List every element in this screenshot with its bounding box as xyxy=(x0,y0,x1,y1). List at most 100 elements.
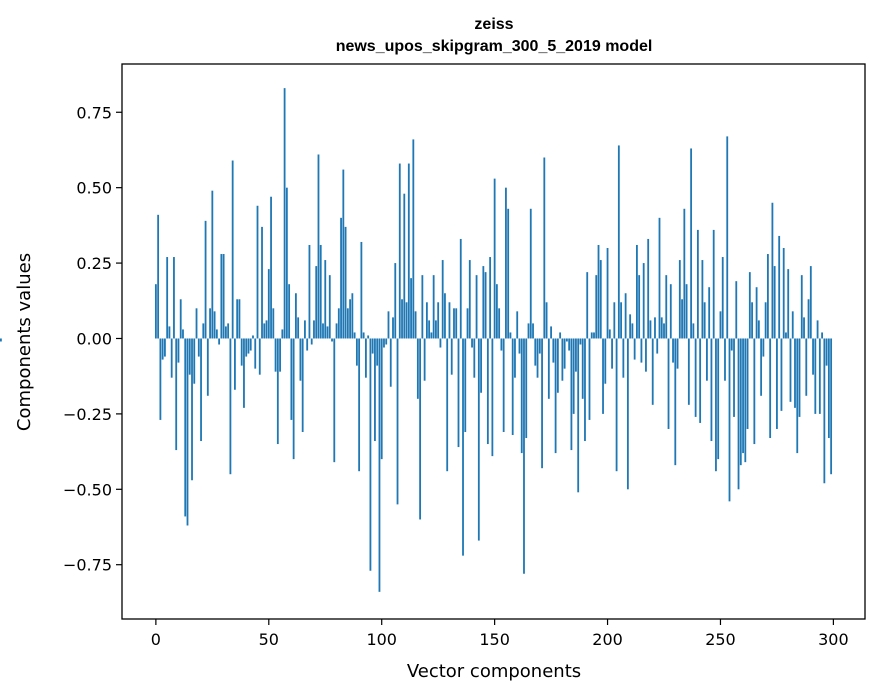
bar-190 xyxy=(584,338,586,442)
bar-208 xyxy=(624,293,627,339)
bar-40 xyxy=(245,338,248,357)
bar-219 xyxy=(649,320,652,339)
bar-30 xyxy=(222,254,225,339)
bar-275 xyxy=(776,338,778,429)
bar-299 xyxy=(830,338,833,475)
bar-177 xyxy=(554,338,557,454)
bar-180 xyxy=(561,338,564,381)
bar-198 xyxy=(602,338,604,414)
bar-233 xyxy=(681,299,683,339)
bar-265 xyxy=(753,338,756,445)
bar-19 xyxy=(197,338,200,357)
bar-266 xyxy=(755,287,758,339)
bar-82 xyxy=(340,217,342,339)
bar-58 xyxy=(285,187,288,339)
bar-125 xyxy=(437,302,440,339)
bar-121 xyxy=(428,320,431,339)
bar-84 xyxy=(344,226,347,339)
x-tick-label: 100 xyxy=(366,630,397,649)
bar-271 xyxy=(766,254,769,339)
bar-158 xyxy=(511,338,514,435)
bar-185 xyxy=(572,338,575,414)
bar-216 xyxy=(642,263,645,339)
bar-165 xyxy=(527,323,530,339)
bar-281 xyxy=(789,338,792,402)
bar-110 xyxy=(403,193,406,339)
bar-87 xyxy=(351,293,354,339)
chart-title: zeiss xyxy=(474,16,513,33)
bar-15 xyxy=(188,338,191,375)
y-tick-label: −0.50 xyxy=(63,480,112,499)
bar-297 xyxy=(825,338,828,366)
bar-25 xyxy=(211,190,214,339)
bar-7 xyxy=(170,338,173,378)
bar-218 xyxy=(647,238,650,339)
bar-69 xyxy=(310,338,313,345)
bar-204 xyxy=(615,338,618,472)
bar-101 xyxy=(383,338,385,348)
bar-232 xyxy=(678,260,681,339)
bar-247 xyxy=(712,229,715,339)
bar-76 xyxy=(326,326,329,339)
bar-162 xyxy=(520,338,523,454)
bar-62 xyxy=(294,293,297,339)
bar-147 xyxy=(486,338,489,445)
bar-292 xyxy=(814,338,817,414)
bar-174 xyxy=(547,338,550,399)
bar-262 xyxy=(746,338,749,429)
bar-2 xyxy=(159,338,162,420)
bar-64 xyxy=(299,338,302,381)
bar-239 xyxy=(694,338,697,417)
bar-259 xyxy=(739,338,742,466)
bar-129 xyxy=(446,338,449,472)
bar-130 xyxy=(448,302,451,339)
bar-105 xyxy=(392,317,394,339)
bar-286 xyxy=(800,275,803,339)
bar-161 xyxy=(518,338,521,354)
bar-243 xyxy=(703,302,706,339)
bar-224 xyxy=(660,317,663,339)
bar-196 xyxy=(597,244,600,339)
bar-46 xyxy=(258,338,261,375)
bar-236 xyxy=(687,338,690,405)
bar-191 xyxy=(586,272,589,339)
bar-199 xyxy=(604,338,607,384)
y-tick-label: 0.00 xyxy=(76,329,112,348)
bar-152 xyxy=(498,308,501,339)
bar-79 xyxy=(333,338,336,463)
bar-172 xyxy=(543,157,546,339)
bar-231 xyxy=(676,338,679,369)
bar-13 xyxy=(184,338,187,517)
bar-166 xyxy=(529,208,532,339)
bar-260 xyxy=(742,338,744,454)
bar-37 xyxy=(238,299,241,339)
bar-207 xyxy=(622,338,625,378)
bar-263 xyxy=(748,272,751,339)
bar-154 xyxy=(502,338,505,432)
bar-285 xyxy=(798,338,801,417)
bar-205 xyxy=(617,145,620,339)
bar-17 xyxy=(193,338,196,384)
x-tick-label: 0 xyxy=(151,630,161,649)
bar-203 xyxy=(613,302,616,339)
bar-276 xyxy=(778,235,781,339)
bar-169 xyxy=(536,338,539,378)
bar-0 xyxy=(154,284,157,339)
bar-253 xyxy=(726,136,729,339)
bar-133 xyxy=(455,308,458,339)
bar-73 xyxy=(319,244,322,339)
bar-202 xyxy=(611,338,613,369)
bar-287 xyxy=(803,317,805,339)
bar-93 xyxy=(365,338,367,378)
bar-296 xyxy=(823,338,826,484)
bar-102 xyxy=(385,338,388,345)
bar-246 xyxy=(710,338,713,442)
bar-264 xyxy=(751,302,753,339)
bar-54 xyxy=(276,338,279,445)
bar-97 xyxy=(374,338,376,442)
bar-148 xyxy=(489,257,492,339)
bar-170 xyxy=(538,338,541,354)
bar-113 xyxy=(410,278,412,339)
bar-206 xyxy=(620,302,622,339)
bar-159 xyxy=(514,338,516,378)
